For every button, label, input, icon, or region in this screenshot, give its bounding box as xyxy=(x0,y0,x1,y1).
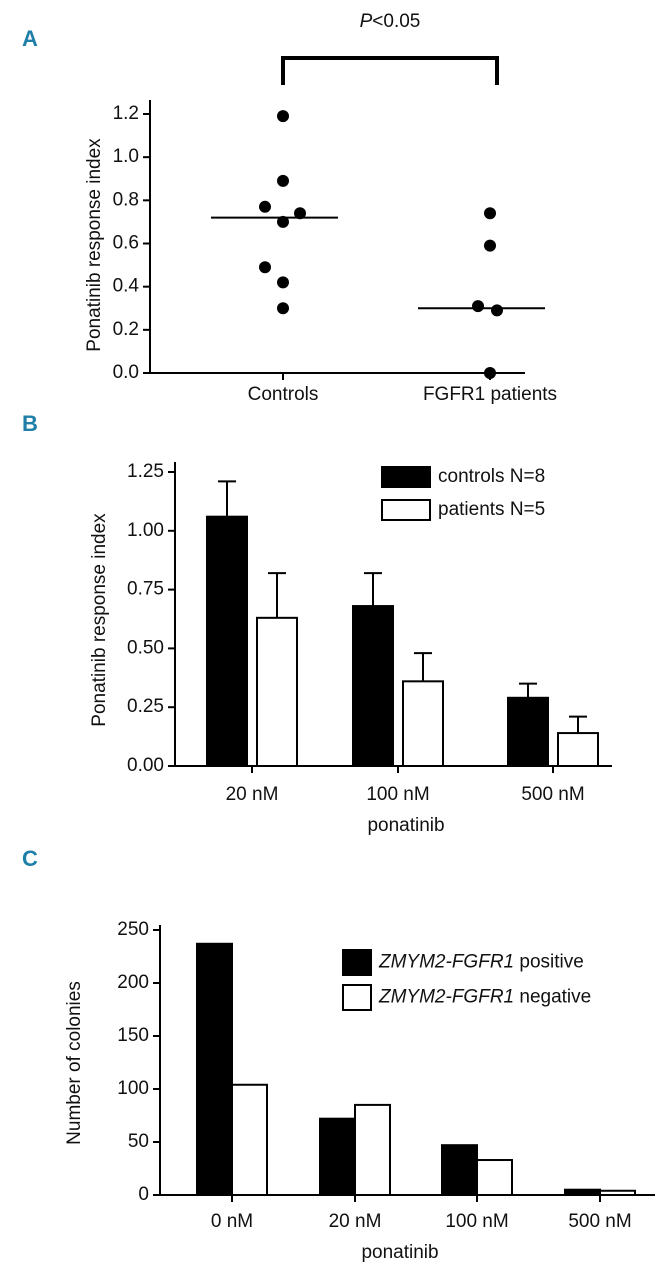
data-point xyxy=(277,276,289,289)
y-tick-label: 0.2 xyxy=(113,319,139,340)
legend-label: controls N=8 xyxy=(438,466,545,487)
y-tick-label: 50 xyxy=(128,1131,149,1152)
x-axis-label: ponatinib xyxy=(361,1242,438,1263)
data-point xyxy=(491,304,503,317)
y-tick-label: 0.4 xyxy=(113,276,140,297)
bar xyxy=(352,605,394,768)
x-tick-label: 20 nM xyxy=(329,1211,382,1232)
data-point xyxy=(277,215,289,228)
y-tick-label: 100 xyxy=(117,1078,149,1099)
data-point xyxy=(484,367,496,379)
x-tick-label: 100 nM xyxy=(445,1211,508,1232)
legend-swatch xyxy=(342,984,372,1011)
data-point xyxy=(484,207,496,220)
legend-swatch xyxy=(342,949,372,976)
panel-label: C xyxy=(22,846,38,871)
legend-label: patients N=5 xyxy=(438,499,545,520)
panel-label: A xyxy=(22,26,38,51)
significance-bracket xyxy=(281,56,499,85)
bar xyxy=(231,1083,268,1197)
y-tick-label: 0.25 xyxy=(127,696,164,717)
x-tick-label: 100 nM xyxy=(366,784,429,805)
bar xyxy=(476,1159,513,1197)
error-bar xyxy=(519,682,537,698)
legend-swatch xyxy=(381,499,431,521)
x-tick-label: 0 nM xyxy=(211,1211,253,1232)
y-axis-label: Ponatinib response index xyxy=(84,138,105,352)
legend-swatch xyxy=(381,466,431,488)
error-bar xyxy=(414,652,432,682)
y-tick-label: 0.6 xyxy=(113,233,139,254)
error-bar xyxy=(569,715,587,734)
bar xyxy=(557,732,599,768)
y-tick-label: 1.0 xyxy=(113,146,139,167)
y-axis-label: Number of colonies xyxy=(64,981,85,1145)
bar xyxy=(441,1144,478,1197)
x-tick-label: FGFR1 patients xyxy=(423,384,557,405)
bar xyxy=(354,1103,391,1197)
data-point xyxy=(277,302,289,315)
bar xyxy=(402,680,444,767)
y-tick-label: 0.0 xyxy=(113,362,139,383)
data-point xyxy=(277,174,289,187)
error-bar xyxy=(268,572,286,618)
y-axis-label: Ponatinib response index xyxy=(89,513,110,727)
data-point xyxy=(294,207,306,220)
bar xyxy=(564,1188,601,1196)
legend-label: ZMYM2-FGFR1 negative xyxy=(378,987,591,1008)
data-point xyxy=(472,300,484,313)
y-tick-label: 0.8 xyxy=(113,189,139,210)
annotation: P<0.05 xyxy=(360,11,421,32)
y-tick-label: 0.75 xyxy=(127,579,164,600)
bar xyxy=(319,1117,356,1197)
bar xyxy=(256,616,298,767)
y-tick-label: 0.00 xyxy=(127,755,164,776)
y-tick-label: 250 xyxy=(117,919,149,940)
x-tick-label: 500 nM xyxy=(568,1211,631,1232)
panel-label: B xyxy=(22,411,38,436)
bar xyxy=(599,1189,636,1197)
bar xyxy=(507,696,549,767)
x-axis-label: ponatinib xyxy=(367,815,444,836)
legend-label: ZMYM2-FGFR1 positive xyxy=(378,952,584,973)
data-point xyxy=(259,261,271,274)
x-tick-label: 500 nM xyxy=(521,784,584,805)
x-tick-label: Controls xyxy=(248,384,319,405)
error-bar xyxy=(218,480,236,517)
y-tick-label: 0.50 xyxy=(127,637,164,658)
y-tick-label: 200 xyxy=(117,972,149,993)
y-tick-label: 1.25 xyxy=(127,461,164,482)
y-tick-label: 1.00 xyxy=(127,520,164,541)
y-tick-label: 0 xyxy=(138,1184,149,1205)
y-tick-label: 1.2 xyxy=(113,103,139,124)
data-point xyxy=(484,239,496,252)
y-tick-label: 150 xyxy=(117,1025,149,1046)
x-tick-label: 20 nM xyxy=(226,784,279,805)
bar xyxy=(206,515,248,767)
data-point xyxy=(277,110,289,123)
data-point xyxy=(259,200,271,213)
bar xyxy=(196,942,233,1197)
error-bar xyxy=(364,572,382,607)
